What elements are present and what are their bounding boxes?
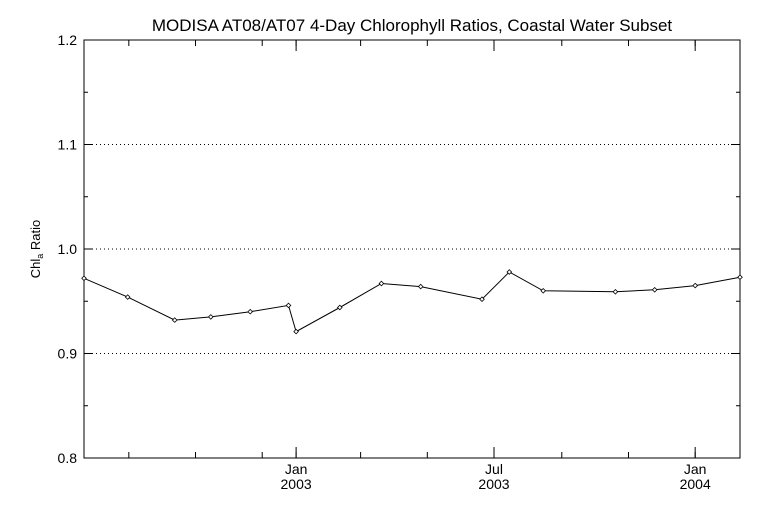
x-tick-label-year: 2004 (680, 476, 711, 492)
y-axis-tick-labels: 0.8 0.9 1.0 1.1 1.2 (58, 32, 78, 466)
data-point (171, 317, 178, 323)
y-tick-label: 1.0 (58, 241, 78, 257)
data-point (692, 282, 699, 289)
data-point (293, 328, 299, 335)
data-point (247, 308, 254, 315)
data-point (540, 287, 547, 294)
x-tick-label-month: Jan (684, 461, 707, 477)
x-tick-label-month: Jul (485, 461, 503, 477)
series-line (83, 271, 741, 333)
y-axis-label: Chla Ratio (28, 220, 45, 279)
y-axis-label-rest: Ratio (28, 220, 43, 254)
x-tick-label-year: 2003 (281, 476, 312, 492)
y-tick-label: 0.8 (58, 450, 78, 466)
data-point (124, 294, 131, 300)
y-tick-label: 0.9 (58, 346, 78, 362)
y-tick-label: 1.2 (58, 32, 78, 48)
chart-title: MODISA AT08/AT07 4-Day Chlorophyll Ratio… (152, 16, 673, 35)
data-point (479, 296, 485, 303)
x-tick-label-year: 2003 (478, 476, 509, 492)
data-point (417, 283, 424, 290)
data-point (737, 274, 743, 281)
y-axis-label-subscript: a (35, 254, 45, 259)
data-point (378, 280, 385, 287)
series-chl-ratio (81, 269, 743, 335)
y-axis-label-main: Chl (28, 259, 43, 279)
data-point (506, 269, 513, 275)
data-point (336, 304, 343, 311)
x-tick-label-month: Jan (285, 461, 308, 477)
data-point (612, 288, 619, 295)
data-point (207, 314, 214, 320)
axis-ticks (84, 39, 740, 459)
y-tick-label: 1.1 (58, 137, 78, 153)
gridlines (84, 144, 740, 354)
data-point (285, 302, 292, 309)
data-point (651, 286, 658, 293)
data-point (81, 275, 87, 282)
